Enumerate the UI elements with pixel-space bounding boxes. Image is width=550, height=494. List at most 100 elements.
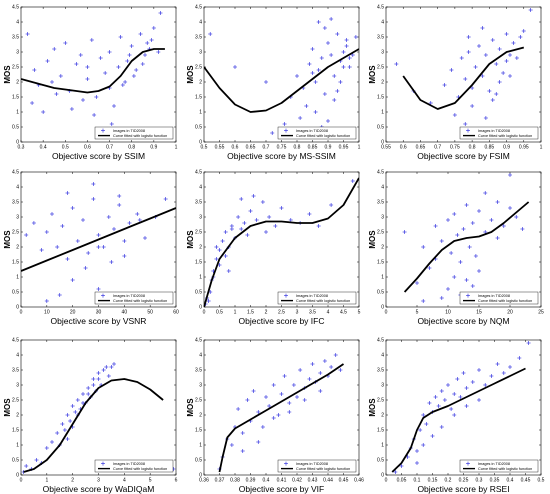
data-point [316,68,321,72]
plot-area [203,171,360,308]
data-point [333,353,338,357]
data-point [62,428,67,432]
legend-box [277,126,357,140]
x-tick-label: 0.75 [277,145,287,151]
chart-panel-2: 0.5 0.55 0.6 0.65 0.7 0.75 0.8 0.85 0.9 0.95 100.5… [186,5,361,161]
x-tick-label: 20 [507,310,513,316]
data-point [55,245,60,249]
data-point [298,116,303,120]
data-point [81,98,85,102]
data-point [483,191,488,195]
data-point [65,257,70,261]
data-point [514,215,519,219]
data-point [260,200,265,204]
data-point [55,431,60,435]
data-point [242,221,247,225]
data-point [264,395,268,399]
data-point [251,194,256,198]
y-tick-label: 1 [16,275,19,281]
y-tick-label: 4.5 [195,338,202,344]
data-point [112,104,116,108]
x-tick-label: 0.46 [354,478,364,484]
x-tick-label: 0.75 [450,145,460,151]
data-point [470,284,475,288]
data-point [511,41,516,45]
data-point [402,230,407,234]
chart-panel-1: 0.3 0.4 0.5 0.6 0.7 0.8 0.9 1 0 0.5 1 1.5 2 2.5 3 3.5 4 4… [3,5,178,161]
data-point [461,371,466,375]
y-tick-label: 3.5 [377,35,384,41]
x-tick-label: 0.9 [325,145,332,151]
data-point [464,404,469,408]
x-tick-label: 0.65 [246,145,256,151]
data-point [344,38,349,42]
data-point [158,11,163,15]
data-point [347,65,352,69]
data-point [143,53,147,57]
x-tick-label: 0.85 [308,145,318,151]
y-tick-label: 0 [381,140,384,146]
data-point [439,296,444,300]
data-point [240,431,245,435]
y-tick-label: 3.5 [12,35,19,41]
y-axis-label: MOS [368,65,377,84]
x-axis-label: Objective score by FSIM [417,151,510,161]
data-point [92,113,97,117]
data-point [470,380,475,384]
y-tick-label: 1.5 [12,95,19,101]
data-point [483,116,488,120]
data-point [338,80,343,84]
data-point [248,209,253,213]
x-tick-label: 0.2 [445,478,452,484]
x-tick-label: 4 [327,310,330,316]
data-point [307,377,312,381]
fitted-curve [21,48,165,94]
data-point [350,53,355,57]
data-point [81,401,85,405]
data-point [307,62,312,66]
data-point [127,53,132,57]
y-tick-label: 4.5 [195,5,202,11]
data-point [288,218,293,222]
data-point [307,212,312,216]
data-point [41,110,46,114]
data-point [310,47,315,51]
y-tick-label: 3 [16,50,19,56]
x-tick-label: 2 [71,478,74,484]
data-point [50,80,54,84]
data-point [96,245,101,249]
legend-label-curve: Curve fitted with logistic function [113,134,167,138]
data-point [433,224,438,228]
y-tick-label: 4.5 [195,170,202,176]
data-point [163,197,168,201]
y-tick-label: 0.5 [195,458,202,464]
y-tick-label: 1.5 [377,95,384,101]
data-point [70,278,75,282]
x-tick-label: 0.05 [397,478,407,484]
data-point [470,221,475,225]
y-tick-label: 2 [199,245,202,251]
x-tick-label: 0.41 [277,478,287,484]
data-point [341,50,346,54]
data-point [316,224,321,228]
x-tick-label: 0 [20,310,23,316]
y-axis-label: MOS [368,230,377,249]
chart-panel-7: 0 1 2 3 4 5 6 0 0.5 1 1.5 2 2.5 3 3.5 4 4.5 Objective sco… [3,338,178,494]
x-tick-label: 3 [296,310,299,316]
data-point [439,425,444,429]
x-tick-label: 0.45 [339,478,349,484]
fitted-curve [402,46,525,110]
data-point [332,98,337,102]
data-point [415,449,419,453]
chart-panel-4: 0 10 20 30 40 50 60 0 0.5 1 1.5 2 2.5 3 3.5 4 4.5 Objecti… [3,170,179,326]
legend-label-points: Images in TID2008 [296,129,328,133]
data-point [495,200,500,204]
x-tick-label: 2.5 [278,310,285,316]
x-tick-label: 0.4 [507,478,514,484]
data-point [452,212,457,216]
x-tick-label: 10 [44,310,50,316]
data-point [310,362,315,366]
data-point [50,212,54,216]
